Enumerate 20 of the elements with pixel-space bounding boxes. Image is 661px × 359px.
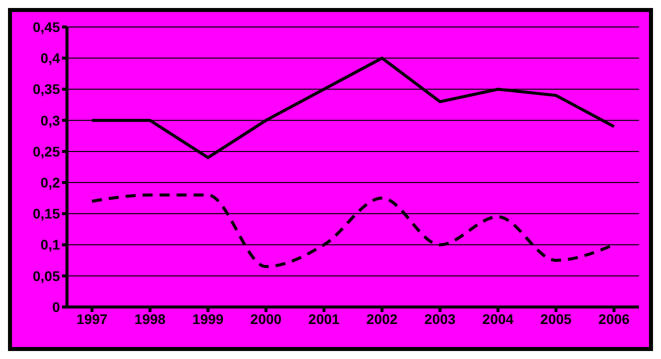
x-tick-label: 1999 — [192, 310, 224, 327]
x-tick-label: 2003 — [424, 310, 456, 327]
y-tick-label: 0,3 — [40, 112, 60, 128]
y-tick-label: 0,1 — [40, 236, 60, 253]
y-tick-label: 0,35 — [32, 81, 60, 98]
y-tick-label: 0,2 — [40, 174, 60, 191]
x-tick-label: 2006 — [598, 310, 630, 327]
y-tick-label: 0,15 — [32, 206, 60, 222]
y-tick-label: 0,25 — [32, 143, 60, 160]
x-tick-label: 2005 — [540, 310, 572, 327]
x-tick-label: 2001 — [308, 310, 340, 327]
x-tick-label: 2004 — [482, 310, 514, 327]
y-tick-label: 0,45 — [32, 18, 60, 35]
x-tick-label: 1997 — [76, 310, 108, 327]
x-tick-label: 1998 — [134, 310, 166, 327]
y-tick-label: 0 — [52, 298, 60, 315]
y-tick-label: 0,4 — [40, 50, 60, 66]
x-tick-label: 2000 — [250, 310, 282, 327]
y-tick-label: 0,05 — [32, 268, 60, 284]
x-tick-label: 2002 — [366, 310, 398, 327]
